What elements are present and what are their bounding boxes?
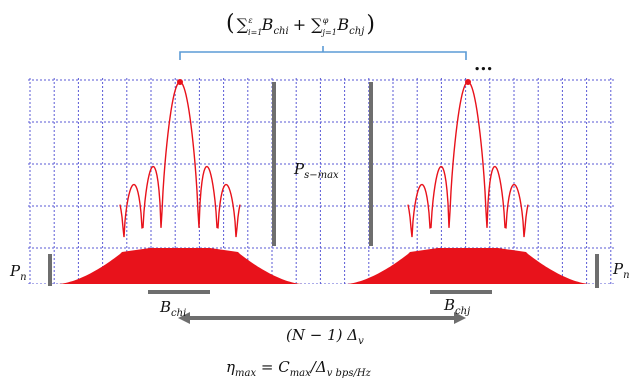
term1: B — [261, 15, 274, 34]
term1-sub: chi — [273, 26, 288, 37]
spacing-label: (N − 1) Δv — [286, 326, 364, 347]
eta-sub: max — [235, 368, 256, 379]
bandwidth-label-right: Bchj — [443, 296, 470, 317]
sum2-sign: ∑ — [311, 15, 323, 34]
sum2-sup: φ — [323, 16, 329, 25]
ellipsis: ... — [474, 54, 493, 75]
peak-power-sub: s−max — [304, 170, 339, 181]
peak-dot-left — [177, 79, 183, 85]
signal-curve-left — [119, 81, 241, 238]
bandwidth-left-main: B — [159, 298, 171, 316]
spacing-sub: v — [358, 336, 364, 347]
top-brace — [179, 46, 467, 60]
formula-close: ) — [366, 12, 375, 37]
c-sub: max — [290, 368, 311, 379]
peak-dot-right — [465, 79, 471, 85]
bandwidth-left-sub: chi — [171, 308, 186, 319]
bandwidth-right-main: B — [443, 296, 455, 314]
spacing-arrow-right-head — [454, 312, 466, 324]
spacing-arrow-left-head — [178, 312, 190, 324]
spacing-pre: (N − 1) — [286, 326, 347, 344]
spectrum-fill-right — [346, 248, 590, 284]
noise-right-sub: n — [623, 270, 629, 281]
efficiency-formula: ηmax = Cmax/Δv bps/Hz — [226, 358, 372, 379]
noise-label-left: Pn — [9, 262, 27, 283]
sum1-sup: ε — [248, 16, 252, 25]
delta-sub: v bps/Hz — [327, 368, 372, 379]
noise-label-right: Pn — [612, 260, 630, 281]
eta: η — [226, 358, 235, 376]
sum1-sub: i=1 — [248, 28, 262, 37]
peak-power-label: Ps−max — [293, 160, 339, 181]
spacing-delta: Δ — [346, 326, 358, 344]
term2: B — [336, 15, 349, 34]
sum2-sub: j=1 — [321, 28, 337, 37]
eq-sign: = — [256, 358, 278, 376]
bandwidth-label-left: Bchi — [159, 298, 186, 319]
noise-left-main: P — [9, 262, 21, 280]
grid — [28, 78, 614, 284]
top-formula: (∑i=1ε Bchi + ∑j=1φ Bchj) — [226, 11, 375, 37]
sum1-sign: ∑ — [237, 15, 249, 34]
slash: / — [309, 358, 318, 376]
delta: Δ — [315, 358, 327, 376]
bandwidth-right-sub: chj — [455, 306, 470, 317]
spectrum-fill-left — [58, 248, 302, 284]
term2-sub: chj — [349, 26, 364, 37]
noise-right-main: P — [612, 260, 624, 278]
noise-left-sub: n — [20, 272, 26, 283]
formula-open: ( — [226, 11, 235, 36]
formula-plus: + — [293, 15, 306, 34]
peak-power-main: P — [293, 160, 305, 178]
signal-curve-right — [407, 81, 529, 238]
c: C — [278, 358, 290, 376]
